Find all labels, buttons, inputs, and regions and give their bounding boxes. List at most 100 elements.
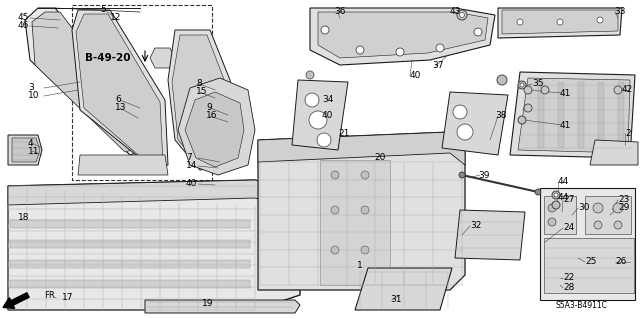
Text: 44: 44 xyxy=(558,177,569,187)
Text: 35: 35 xyxy=(532,79,543,88)
Polygon shape xyxy=(78,155,168,175)
Polygon shape xyxy=(168,30,240,170)
Text: 16: 16 xyxy=(206,112,218,121)
Text: 6: 6 xyxy=(115,95,121,105)
Text: 26: 26 xyxy=(615,257,627,266)
Text: 31: 31 xyxy=(390,295,401,305)
Text: 19: 19 xyxy=(202,300,214,308)
Bar xyxy=(544,238,634,293)
Polygon shape xyxy=(10,280,250,288)
Circle shape xyxy=(520,83,524,87)
Polygon shape xyxy=(455,210,525,260)
Circle shape xyxy=(321,26,329,34)
Text: 2: 2 xyxy=(625,129,630,137)
Polygon shape xyxy=(558,82,564,148)
Text: 23: 23 xyxy=(618,196,629,204)
Circle shape xyxy=(497,75,507,85)
Circle shape xyxy=(361,246,369,254)
Polygon shape xyxy=(258,132,465,165)
Polygon shape xyxy=(10,220,250,228)
Text: 1: 1 xyxy=(357,261,363,270)
Polygon shape xyxy=(76,14,163,167)
Polygon shape xyxy=(8,180,300,210)
Text: 28: 28 xyxy=(563,284,574,293)
Circle shape xyxy=(457,10,467,20)
Circle shape xyxy=(524,104,532,112)
Circle shape xyxy=(518,81,526,89)
Text: 14: 14 xyxy=(186,161,197,170)
Text: 8: 8 xyxy=(196,79,202,88)
Text: 5: 5 xyxy=(100,5,106,14)
Circle shape xyxy=(594,221,602,229)
Circle shape xyxy=(331,246,339,254)
Text: 15: 15 xyxy=(196,87,207,97)
Circle shape xyxy=(557,19,563,25)
Polygon shape xyxy=(8,180,300,310)
Polygon shape xyxy=(442,92,508,155)
Text: 25: 25 xyxy=(585,257,596,266)
Polygon shape xyxy=(502,10,618,34)
Text: 9: 9 xyxy=(206,103,212,113)
Polygon shape xyxy=(355,268,452,310)
Circle shape xyxy=(518,116,526,124)
Polygon shape xyxy=(518,78,630,153)
Text: 40: 40 xyxy=(186,180,197,189)
Circle shape xyxy=(331,171,339,179)
Text: 46: 46 xyxy=(18,21,29,31)
Text: 24: 24 xyxy=(563,224,574,233)
Polygon shape xyxy=(590,140,638,165)
FancyArrow shape xyxy=(3,293,29,308)
Circle shape xyxy=(453,105,467,119)
Polygon shape xyxy=(150,48,175,68)
Circle shape xyxy=(548,204,556,212)
Bar xyxy=(544,196,576,234)
Text: 13: 13 xyxy=(115,103,127,113)
Text: 7: 7 xyxy=(186,153,192,162)
Text: 37: 37 xyxy=(432,62,444,70)
Circle shape xyxy=(317,133,331,147)
Text: 12: 12 xyxy=(110,13,122,23)
Polygon shape xyxy=(598,82,604,148)
Circle shape xyxy=(361,171,369,179)
Text: 21: 21 xyxy=(338,130,349,138)
Text: 20: 20 xyxy=(374,153,385,162)
Text: 44: 44 xyxy=(558,194,569,203)
Text: 27: 27 xyxy=(563,196,574,204)
Text: 39: 39 xyxy=(478,170,490,180)
Bar xyxy=(540,188,635,300)
Polygon shape xyxy=(145,300,300,313)
Text: 3: 3 xyxy=(28,84,34,93)
Text: 4: 4 xyxy=(28,138,34,147)
Text: FR.: FR. xyxy=(44,292,57,300)
Text: B-49-20: B-49-20 xyxy=(85,53,131,63)
Polygon shape xyxy=(32,12,138,152)
Text: 40: 40 xyxy=(410,71,421,80)
Text: 22: 22 xyxy=(563,273,574,283)
Polygon shape xyxy=(185,92,244,167)
Polygon shape xyxy=(292,80,348,150)
Polygon shape xyxy=(258,132,465,290)
Text: S5A3-B4911C: S5A3-B4911C xyxy=(556,301,608,310)
Text: 42: 42 xyxy=(622,85,633,93)
Text: 17: 17 xyxy=(62,293,74,302)
Polygon shape xyxy=(498,8,622,38)
Circle shape xyxy=(548,218,556,226)
Text: 33: 33 xyxy=(614,8,625,17)
Polygon shape xyxy=(172,35,235,167)
Circle shape xyxy=(613,203,623,213)
Text: 18: 18 xyxy=(18,213,29,222)
Circle shape xyxy=(436,44,444,52)
Circle shape xyxy=(535,189,541,195)
Polygon shape xyxy=(72,10,168,170)
Circle shape xyxy=(614,86,622,94)
Circle shape xyxy=(614,221,622,229)
Circle shape xyxy=(309,111,327,129)
Circle shape xyxy=(305,93,319,107)
Text: 29: 29 xyxy=(618,204,629,212)
Text: 10: 10 xyxy=(28,92,40,100)
Text: 32: 32 xyxy=(470,221,481,231)
Text: 41: 41 xyxy=(560,121,572,130)
Bar xyxy=(585,196,631,234)
Circle shape xyxy=(541,86,549,94)
Text: 41: 41 xyxy=(560,88,572,98)
